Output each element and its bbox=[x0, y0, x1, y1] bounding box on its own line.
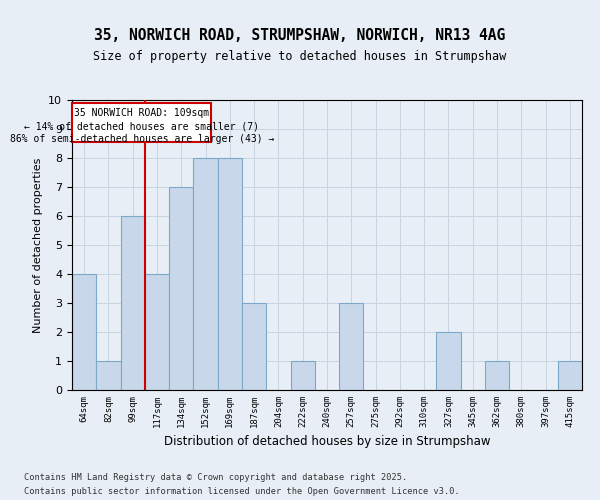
Text: Contains public sector information licensed under the Open Government Licence v3: Contains public sector information licen… bbox=[24, 488, 460, 496]
Bar bbox=[339, 303, 364, 390]
Y-axis label: Number of detached properties: Number of detached properties bbox=[33, 158, 43, 332]
Bar bbox=[218, 158, 242, 390]
Bar bbox=[193, 158, 218, 390]
Bar bbox=[290, 361, 315, 390]
Bar bbox=[242, 303, 266, 390]
X-axis label: Distribution of detached houses by size in Strumpshaw: Distribution of detached houses by size … bbox=[164, 436, 490, 448]
Text: 35, NORWICH ROAD, STRUMPSHAW, NORWICH, NR13 4AG: 35, NORWICH ROAD, STRUMPSHAW, NORWICH, N… bbox=[94, 28, 506, 42]
Bar bbox=[145, 274, 169, 390]
Text: ← 14% of detached houses are smaller (7): ← 14% of detached houses are smaller (7) bbox=[24, 121, 259, 131]
Text: 35 NORWICH ROAD: 109sqm: 35 NORWICH ROAD: 109sqm bbox=[74, 108, 209, 118]
Bar bbox=[558, 361, 582, 390]
Bar bbox=[96, 361, 121, 390]
Bar bbox=[72, 274, 96, 390]
Bar bbox=[121, 216, 145, 390]
Text: Size of property relative to detached houses in Strumpshaw: Size of property relative to detached ho… bbox=[94, 50, 506, 63]
Bar bbox=[436, 332, 461, 390]
Text: Contains HM Land Registry data © Crown copyright and database right 2025.: Contains HM Land Registry data © Crown c… bbox=[24, 472, 407, 482]
Text: 86% of semi-detached houses are larger (43) →: 86% of semi-detached houses are larger (… bbox=[10, 134, 274, 144]
Bar bbox=[169, 187, 193, 390]
Bar bbox=[485, 361, 509, 390]
FancyBboxPatch shape bbox=[73, 103, 211, 142]
